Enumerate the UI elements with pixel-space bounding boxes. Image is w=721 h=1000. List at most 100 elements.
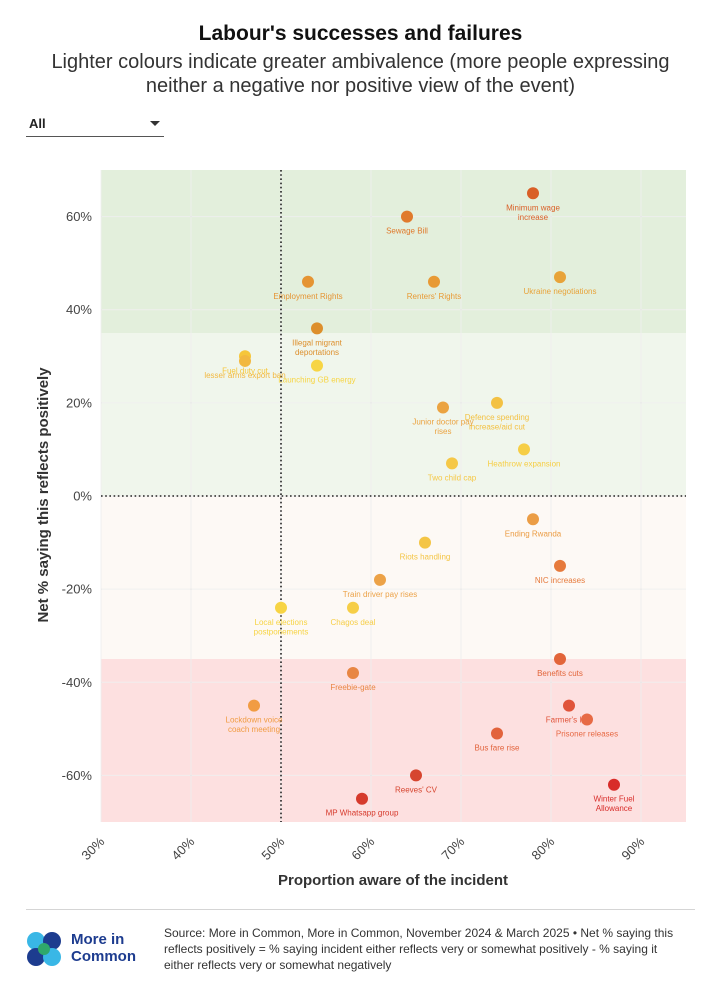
data-point[interactable] <box>239 354 251 367</box>
data-point-group: Minimum wage increase <box>506 187 560 222</box>
data-point-label: Benefits cuts <box>537 669 583 678</box>
data-point-label-line: Launching GB energy <box>278 376 355 385</box>
data-point-group: Bus fare rise <box>475 727 520 753</box>
x-tick-label: 50% <box>258 834 287 863</box>
data-point[interactable] <box>518 443 530 456</box>
band-0 <box>101 170 686 333</box>
data-point-label-line: Chagos deal <box>331 618 376 627</box>
data-point-label: Freebie-gate <box>330 683 376 692</box>
data-point-label-line: Defence spending <box>465 413 530 422</box>
data-point-label-line: increase/aid cut <box>469 422 526 431</box>
filter-dropdown[interactable]: All <box>26 112 164 137</box>
data-point[interactable] <box>527 513 539 526</box>
data-point-label-line: increase <box>518 213 549 222</box>
x-tick-label: 60% <box>348 834 377 863</box>
logo-text-line1: More in <box>71 931 125 948</box>
data-point-group: Prisoner releases <box>556 713 618 739</box>
data-point[interactable] <box>446 457 458 470</box>
data-point-group: Ending Rwanda <box>505 513 562 538</box>
data-point[interactable] <box>401 210 413 223</box>
data-point-label: Ending Rwanda <box>505 529 562 538</box>
chart-title: Labour's successes and failures <box>198 22 523 45</box>
data-point[interactable] <box>356 792 368 805</box>
data-point[interactable] <box>554 653 566 665</box>
data-point-label-line: Riots handling <box>400 553 451 562</box>
data-point-label: Minimum wage increase <box>506 203 560 222</box>
data-point[interactable] <box>311 359 323 372</box>
data-point-label-line: Local elections <box>255 618 308 627</box>
data-point-label-line: Prisoner releases <box>556 730 618 739</box>
data-point-label-line: Heathrow expansion <box>488 459 561 468</box>
data-point[interactable] <box>311 322 323 335</box>
y-tick-label: 40% <box>66 302 92 317</box>
data-point[interactable] <box>554 271 566 284</box>
data-point-label-line: rises <box>435 427 452 436</box>
data-point[interactable] <box>374 573 386 586</box>
background-bands <box>101 170 686 822</box>
data-point-group: NIC increases <box>535 559 585 585</box>
data-point-label: Junior doctor pay rises <box>412 418 473 437</box>
data-point-group: Illegal migrant deportations <box>292 322 343 357</box>
data-point[interactable] <box>275 601 287 614</box>
data-point[interactable] <box>554 559 566 572</box>
data-point-label-line: Freebie-gate <box>330 683 376 692</box>
data-point[interactable] <box>491 727 503 740</box>
data-point-label: Lockdown voice coach meeting <box>226 716 283 735</box>
data-point-group: Ukraine negotiations <box>524 271 597 296</box>
x-axis-label: Proportion aware of the incident <box>278 872 508 889</box>
x-tick-label: 90% <box>618 834 647 863</box>
data-point-label: Train driver pay rises <box>343 590 417 599</box>
data-point-label: Launching GB energy <box>278 376 355 385</box>
data-point-group: Chagos deal <box>331 601 376 627</box>
data-point[interactable] <box>608 778 620 791</box>
data-point-label-line: Winter Fuel <box>594 795 635 804</box>
data-point-label-line: Minimum wage <box>506 203 560 212</box>
data-point[interactable] <box>302 275 314 288</box>
data-point-label-line: coach meeting <box>228 725 280 734</box>
data-point-group: Freebie-gate <box>330 666 376 692</box>
data-point[interactable] <box>410 769 422 782</box>
data-point-group: Sewage Bill <box>386 210 428 236</box>
data-point-group: Train driver pay rises <box>343 573 417 599</box>
data-point[interactable] <box>491 396 503 409</box>
data-point[interactable] <box>437 401 449 414</box>
more-in-common-logo: More in Common <box>24 929 154 969</box>
data-point[interactable] <box>347 666 359 679</box>
x-tick-label: 80% <box>528 834 557 863</box>
data-point[interactable] <box>581 713 593 726</box>
data-point-group: Local elections postponements <box>254 601 308 636</box>
y-axis-ticks: -60% -40% -20% 0% 20% 40% 60% <box>62 209 93 783</box>
logo-icon <box>27 932 61 966</box>
y-tick-label: -40% <box>62 675 93 690</box>
data-point-group: MP Whatsapp group <box>326 792 399 818</box>
data-point-label: Riots handling <box>400 553 451 562</box>
y-axis-label: Net % saying this reflects positively <box>35 367 52 623</box>
data-point-group: Heathrow expansion <box>488 443 561 468</box>
data-point-label: Heathrow expansion <box>488 459 561 468</box>
data-point-label-line: Two child cap <box>428 473 477 482</box>
data-point-label-line: Allowance <box>596 804 633 813</box>
data-point-group: Defence spending increase/aid cut <box>465 396 530 431</box>
footer-divider <box>26 909 695 910</box>
data-point[interactable] <box>419 536 431 549</box>
data-point[interactable] <box>428 275 440 288</box>
data-point-label-line: Lockdown voice <box>226 716 283 725</box>
data-point-group: Two child cap <box>428 457 477 482</box>
data-point-label: Ukraine negotiations <box>524 287 597 296</box>
data-point-label: MP Whatsapp group <box>326 809 399 818</box>
band-2 <box>101 496 686 659</box>
data-point-label: lesser arms export ban <box>204 371 285 380</box>
data-point[interactable] <box>527 187 539 200</box>
data-point-label: Bus fare rise <box>475 744 520 753</box>
data-point-label-line: Renters' Rights <box>407 292 461 301</box>
data-point-label: Fuel duty cut <box>222 366 269 375</box>
data-point[interactable] <box>563 699 575 712</box>
data-point[interactable] <box>248 699 260 712</box>
x-tick-label: 40% <box>168 834 197 863</box>
data-point-label-line: deportations <box>295 348 339 357</box>
logo-text: More in Common <box>71 931 136 965</box>
data-point[interactable] <box>347 601 359 614</box>
data-point-label: Two child cap <box>428 473 477 482</box>
chevron-down-icon <box>150 121 160 126</box>
data-points: Minimum wage increase Sewage Bill Ukraine n… <box>204 187 635 818</box>
